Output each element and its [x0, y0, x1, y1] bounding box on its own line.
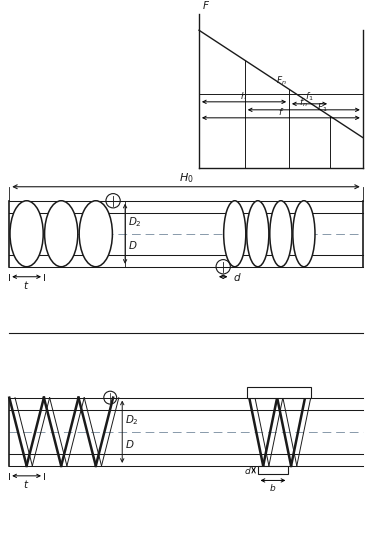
Ellipse shape: [293, 201, 315, 267]
Text: $F$: $F$: [202, 0, 210, 11]
Text: $d$: $d$: [244, 465, 251, 476]
Ellipse shape: [45, 201, 78, 267]
Text: $D$: $D$: [125, 438, 135, 450]
Text: $t$: $t$: [23, 279, 30, 291]
Text: $F_1$: $F_1$: [317, 102, 328, 114]
Text: $F_n$: $F_n$: [276, 75, 287, 87]
Text: $H_0$: $H_0$: [179, 171, 193, 185]
Bar: [258, 466, 288, 475]
Text: $b$: $b$: [269, 482, 277, 493]
Text: $f_1$: $f_1$: [305, 90, 314, 103]
Ellipse shape: [79, 201, 112, 267]
Ellipse shape: [224, 201, 246, 267]
Text: $f_n$: $f_n$: [299, 96, 308, 109]
Text: $D_2$: $D_2$: [128, 215, 142, 229]
Text: $D$: $D$: [128, 239, 138, 251]
Ellipse shape: [247, 201, 269, 267]
Text: $h$: $h$: [240, 90, 248, 101]
Ellipse shape: [270, 201, 292, 267]
Text: $t$: $t$: [23, 478, 30, 490]
Ellipse shape: [10, 201, 43, 267]
Text: $D_2$: $D_2$: [125, 413, 139, 427]
Text: $f$: $f$: [278, 106, 284, 117]
Text: $d$: $d$: [233, 271, 242, 283]
Bar: [247, 387, 311, 398]
